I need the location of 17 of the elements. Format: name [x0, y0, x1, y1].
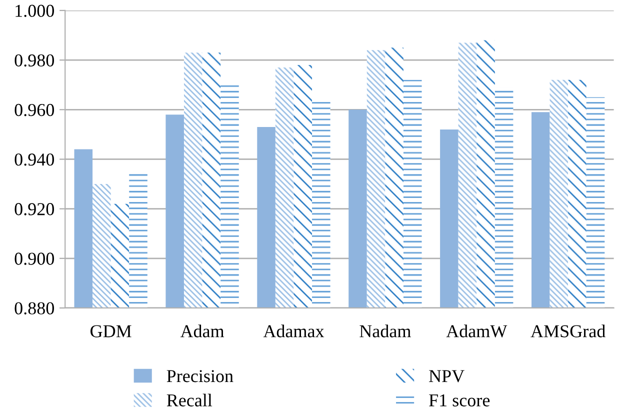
x-tick-label: Adam [180, 324, 224, 338]
y-tick-label: 0.960 [14, 104, 54, 116]
y-tick-label: 0.880 [14, 302, 54, 314]
legend-label: F1 score [429, 394, 490, 406]
y-tick-label: 0.900 [14, 252, 54, 265]
x-tick-label: Adamax [263, 324, 324, 338]
legend-label: NPV [429, 370, 464, 382]
x-tick-label: AMSGrad [530, 324, 606, 338]
x-tick-label: Nadam [360, 324, 411, 338]
legend-label: Recall [166, 394, 212, 406]
y-tick-label: 0.940 [14, 153, 54, 166]
x-tick-label: GDM [90, 325, 132, 338]
y-tick-label: 0.920 [14, 203, 54, 216]
y-tick-label: 0.980 [14, 54, 54, 67]
y-tick-label: 1.000 [16, 4, 54, 17]
legend-label: Precision [166, 370, 234, 382]
x-tick-label: AdamW [446, 324, 508, 338]
